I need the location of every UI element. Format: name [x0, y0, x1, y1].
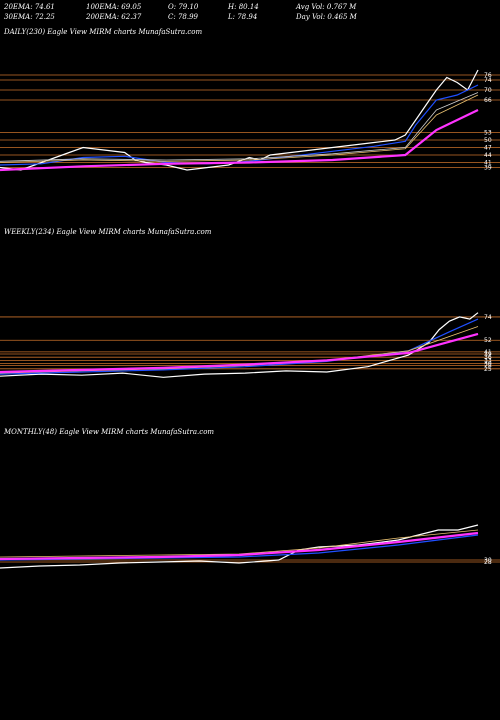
price-tick-label: 39: [484, 351, 492, 358]
monthly-chart-title: MONTHLY(48) Eagle View MIRM charts Munaf…: [4, 428, 215, 436]
ema100-stat: 100EMA: 69.05: [86, 3, 142, 11]
price-tick-label: 70: [484, 87, 492, 94]
weekly-chart-title: WEEKLY(234) Eagle View MIRM charts Munaf…: [4, 228, 212, 236]
price-tick-label: 30: [484, 361, 492, 368]
open-stat: O: 79.10: [168, 3, 199, 11]
price-tick-label: 74: [484, 314, 492, 321]
price-tick-label: 53: [484, 130, 492, 137]
ema-mid-line: [0, 326, 479, 374]
price-tick-label: 25: [484, 366, 492, 373]
price-tick-label: 36: [484, 354, 492, 361]
price-tick-label: 44: [484, 152, 492, 159]
price-tick-label: 66: [484, 97, 492, 104]
price-tick-label: 30: [484, 557, 492, 564]
price-tick-label: 28: [484, 363, 492, 370]
price-line: [0, 524, 479, 569]
ema-mid-line: [0, 94, 479, 163]
price-tick-label: 33: [484, 357, 492, 364]
price-line: [0, 312, 479, 378]
price-tick-label: 74: [484, 77, 492, 84]
avg-vol-stat: Avg Vol: 0.767 M: [296, 3, 357, 11]
ema-mid2-line: [0, 92, 479, 162]
price-tick-label: 76: [484, 72, 492, 79]
price-tick-label: 47: [484, 145, 492, 152]
day-vol-stat: Day Vol: 0.465 M: [296, 13, 357, 21]
ema-long-line: [0, 109, 479, 172]
close-stat: C: 78.99: [168, 13, 198, 21]
ema-fast-line: [0, 318, 479, 375]
price-tick-label: 28: [484, 559, 492, 566]
price-tick-label: 39: [484, 165, 492, 172]
ema-long-line: [0, 531, 479, 561]
price-tick-label: 41: [484, 160, 492, 167]
price-tick-label: 41: [484, 349, 492, 356]
price-tick-label: 50: [484, 137, 492, 144]
ema200-stat: 200EMA: 62.37: [86, 13, 142, 21]
ema-long-line: [0, 332, 479, 374]
price-tick-label: 52: [484, 337, 492, 344]
ema30-stat: 30EMA: 72.25: [4, 13, 55, 21]
ema20-stat: 20EMA: 74.61: [4, 3, 55, 11]
daily-chart-title: DAILY(230) Eagle View MIRM charts Munafa…: [4, 28, 203, 36]
high-stat: H: 80.14: [228, 3, 259, 11]
low-stat: L: 78.94: [228, 13, 258, 21]
